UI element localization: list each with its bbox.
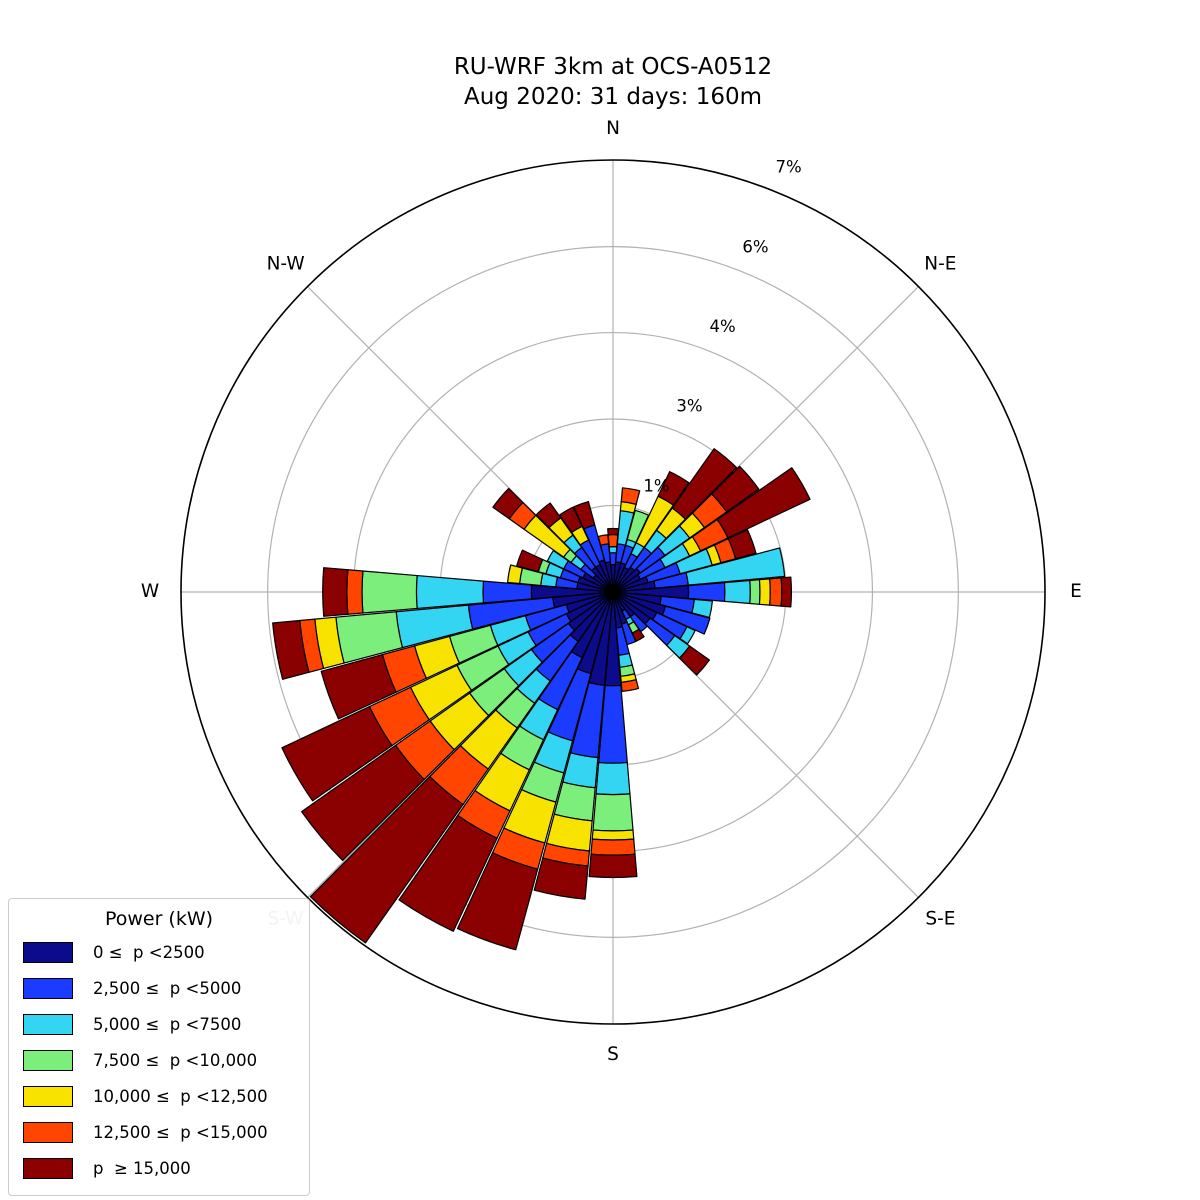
- rose-petal-segment: [272, 619, 310, 680]
- rose-petal-segment: [506, 564, 523, 585]
- legend-swatch: [23, 1157, 73, 1179]
- rose-petal-segment: [346, 569, 364, 615]
- legend-item-label: 5,000 ≤ p <7500: [93, 1014, 242, 1034]
- legend-item-label: 7,500 ≤ p <10,000: [93, 1050, 258, 1070]
- rose-petal-segment: [590, 838, 636, 856]
- rose-petal-segment: [591, 829, 635, 841]
- compass-label-n-w: N-W: [267, 254, 305, 275]
- rose-petal-segment: [588, 853, 638, 879]
- rose-petal-segment: [553, 781, 596, 822]
- rose-petal-segment: [607, 527, 619, 536]
- legend-item-label: 10,000 ≤ p <12,500: [93, 1086, 268, 1106]
- rose-petal-segment: [661, 605, 711, 635]
- rose-petal-segment: [716, 467, 811, 539]
- chart-title-block: RU-WRF 3km at OCS-A0512 Aug 2020: 31 day…: [13, 52, 1200, 112]
- rose-petal-segment: [592, 793, 634, 832]
- legend-swatch: [23, 977, 73, 999]
- rose-petal-segment: [727, 529, 757, 560]
- polar-outline: [180, 159, 1046, 1025]
- rose-petal-segment: [691, 598, 713, 619]
- chart-title: RU-WRF 3km at OCS-A0512: [453, 54, 773, 80]
- radial-tick-label: 6%: [742, 237, 768, 256]
- rose-petal-segment: [723, 579, 751, 605]
- rose-petal-segment: [320, 654, 397, 720]
- legend-rows: 0 ≤ p <2500 2,500 ≤ p <5000 5,000 ≤ p <750…: [9, 934, 309, 1186]
- legend-swatch: [23, 1121, 73, 1143]
- rose-petal-segment: [361, 570, 418, 614]
- legend-item: 7,500 ≤ p <10,000: [9, 1042, 309, 1078]
- radial-tick-label: 4%: [710, 317, 736, 336]
- rose-petal-segment: [678, 645, 710, 676]
- legend-title: Power (kW): [104, 908, 214, 930]
- compass-label-n: N: [606, 118, 620, 139]
- rose-petal-segment: [780, 576, 793, 608]
- rose-petal-segment: [516, 549, 544, 573]
- rose-petal-segment: [322, 567, 349, 617]
- legend-item: p ≥ 15,000: [9, 1150, 309, 1186]
- rose-petal-segment: [749, 579, 761, 605]
- rose-petal-segment: [595, 761, 631, 796]
- rose-petal-segment: [415, 574, 485, 610]
- rose-petal-segment: [671, 448, 738, 520]
- rose-petal-segment: [558, 506, 583, 533]
- outer-circle: [180, 159, 1046, 1025]
- rose-petal-segment: [573, 500, 596, 530]
- rose-petal-segment: [301, 744, 425, 862]
- rose-petal-segment: [398, 814, 498, 932]
- rose-petal-segment: [620, 679, 640, 692]
- legend-item: 2,500 ≤ p <5000: [9, 970, 309, 1006]
- rose-petal-segment: [492, 487, 524, 520]
- rose-petal-segment: [309, 775, 464, 944]
- legend-item: 0 ≤ p <2500: [9, 934, 309, 970]
- legend-item-label: 2,500 ≤ p <5000: [93, 978, 242, 998]
- legend-swatch: [23, 941, 73, 963]
- compass-label-w: W: [141, 581, 159, 602]
- rose-petal-segment: [533, 857, 589, 900]
- rose-petal-segment: [758, 578, 771, 606]
- radial-tick-label: 1%: [643, 477, 669, 496]
- radial-tick-label: 3%: [676, 397, 702, 416]
- rose-petal-segment: [456, 852, 539, 951]
- compass-label-s-e: S-E: [925, 908, 955, 929]
- rose-petal-segment: [281, 705, 393, 802]
- legend-item: 12,500 ≤ p <15,000: [9, 1114, 309, 1150]
- legend-swatch: [23, 1085, 73, 1107]
- radial-tick-label: 7%: [775, 158, 801, 177]
- legend: Power (kW) 0 ≤ p <2500 2,500 ≤ p <5000 5,0…: [8, 898, 310, 1196]
- legend-item: 10,000 ≤ p <12,500: [9, 1078, 309, 1114]
- legend-item: 5,000 ≤ p <7500: [9, 1006, 309, 1042]
- rose-petal-segment: [679, 626, 696, 645]
- rose-petal-segment: [608, 546, 618, 554]
- rose-petal-segment: [607, 533, 619, 548]
- rose-petal-segment: [711, 465, 760, 513]
- legend-item-label: 12,500 ≤ p <15,000: [93, 1122, 268, 1142]
- legend-swatch: [23, 1013, 73, 1035]
- compass-label-s: S: [607, 1044, 619, 1065]
- radial-tick-labels: 1% 3% 4% 6% 7%: [643, 158, 801, 496]
- compass-label-n-e: N-E: [924, 254, 956, 275]
- legend-item-label: 0 ≤ p <2500: [93, 942, 205, 962]
- chart-subtitle: Aug 2020: 31 days: 160m: [463, 84, 763, 110]
- rose-petal-segment: [657, 471, 690, 506]
- legend-item-label: p ≥ 15,000: [93, 1158, 191, 1178]
- compass-label-e: E: [1070, 581, 1082, 602]
- rose-petal-segment: [769, 577, 783, 607]
- legend-swatch: [23, 1049, 73, 1071]
- rose-petal-segment: [597, 534, 610, 546]
- rose-petal-segment: [535, 502, 562, 529]
- rose-petal-segment: [620, 487, 641, 505]
- rose-petal-segment: [685, 547, 786, 586]
- wind-rose-petals: [272, 448, 811, 951]
- rose-petal-segment: [687, 582, 726, 602]
